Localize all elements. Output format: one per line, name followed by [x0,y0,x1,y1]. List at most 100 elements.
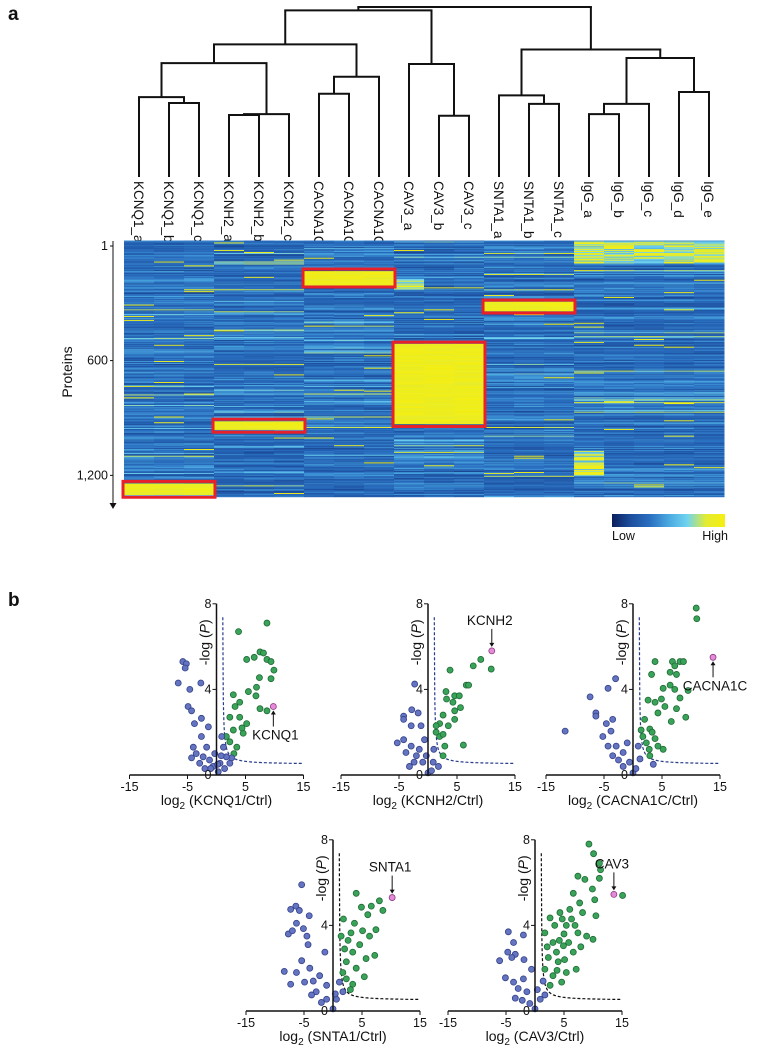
heatmap-cell [454,436,485,438]
heatmap-cell [574,278,605,281]
heatmap-cell [694,464,725,466]
heatmap-cell [184,390,215,392]
heatmap-cell [454,251,485,253]
heatmap-cell [394,258,425,260]
heatmap-cell [184,454,215,457]
heatmap-cell [244,370,275,372]
heatmap-cell [634,346,665,348]
heatmap-cell [364,340,395,343]
heatmap-cell [154,332,185,334]
heatmap-cell [604,329,635,331]
heatmap-cell [274,322,305,325]
heatmap-cell [364,297,395,300]
heatmap-cell [334,352,365,354]
heatmap-cell [484,448,515,450]
heatmap-cell [124,280,155,282]
heatmap-cell [364,416,395,418]
heatmap-cell [184,368,215,370]
heatmap-cell [244,344,275,347]
heatmap-cell [304,320,335,323]
heatmap-cell [604,260,635,262]
heatmap-cell [304,427,335,430]
heatmap-cell [274,349,305,351]
heatmap-cell [364,341,395,344]
heatmap-cell [244,284,275,286]
heatmap-cell [664,243,695,245]
heatmap-cell [454,371,485,373]
heatmap-cell [274,416,305,418]
heatmap-cell [124,282,155,284]
heatmap-cell [394,355,425,357]
heatmap-cell [274,394,305,396]
heatmap-cell [454,449,485,452]
heatmap-cell [424,420,455,422]
heatmap-cell [334,278,365,281]
heatmap-cell [664,311,695,313]
heatmap-cell [424,303,455,305]
heatmap-cell [634,292,665,294]
heatmap-cell [514,317,545,320]
heatmap-cell [334,273,365,275]
heatmap-cell [124,419,155,421]
heatmap-cell [124,416,155,418]
heatmap-cell [274,356,305,358]
heatmap-cell [364,385,395,388]
heatmap-cell [304,314,335,316]
heatmap-cell [694,425,725,427]
heatmap-cell [154,273,185,276]
heatmap-cell [274,376,305,378]
heatmap-cell [634,342,665,345]
heatmap-cell [214,254,245,257]
heatmap-cell [154,390,185,392]
heatmap-cell [544,364,575,367]
heatmap-cell [574,449,605,451]
heatmap-cell [664,253,695,256]
heatmap-cell [694,407,725,410]
heatmap-cell [484,247,515,249]
heatmap-cell [364,368,395,370]
heatmap-cell [274,240,305,242]
heatmap-cell [604,425,635,427]
heatmap-cell [214,403,245,405]
heatmap-cell [394,398,425,400]
heatmap-cell [334,248,365,250]
heatmap-cell [334,256,365,259]
heatmap-cell [274,252,305,255]
heatmap-cell [334,454,365,457]
heatmap-cell [454,334,485,336]
heatmap-cell [454,370,485,372]
heatmap-cell [394,287,425,289]
heatmap-cell [634,427,665,429]
heatmap-cell [484,468,515,470]
heatmap-cell [154,455,185,458]
heatmap-cell [454,277,485,280]
heatmap-cell [514,423,545,425]
heatmap-cell [694,460,725,462]
heatmap-cell [544,456,575,458]
heatmap-cell [214,438,245,440]
heatmap-cell [484,383,515,385]
heatmap-cell [304,255,335,258]
heatmap-cell [694,250,725,252]
heatmap-cell [484,293,515,295]
heatmap-cell [634,383,665,385]
heatmap-cell [484,383,515,386]
heatmap-cell [634,251,665,254]
heatmap-cell [604,382,635,384]
heatmap-cell [394,245,425,247]
heatmap-cell [484,333,515,335]
heatmap-cell [664,292,695,294]
heatmap-cell [214,441,245,443]
heatmap-cell [214,261,245,263]
heatmap-cell [514,256,545,259]
heatmap-cell [454,252,485,255]
heatmap-cell [424,243,455,245]
heatmap-cell [694,437,725,439]
heatmap-cell [604,405,635,407]
heatmap-cell [394,356,425,358]
heatmap-cell [334,342,365,345]
heatmap-cell [244,402,275,404]
heatmap-cell [154,391,185,393]
heatmap-cell [634,379,665,381]
heatmap-cell [544,273,575,275]
